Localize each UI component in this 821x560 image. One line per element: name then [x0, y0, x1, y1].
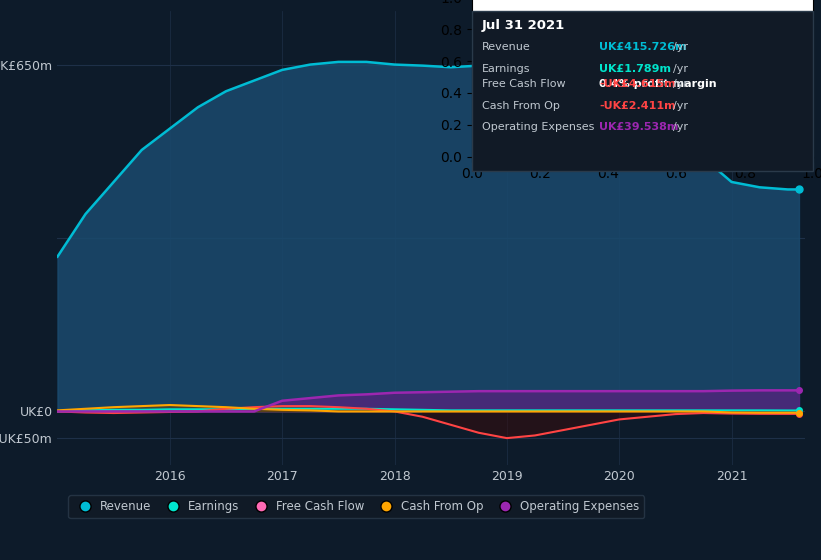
Text: /yr: /yr	[673, 80, 688, 90]
Text: UK£1.789m: UK£1.789m	[599, 64, 672, 74]
Text: UK£39.538m: UK£39.538m	[599, 122, 679, 132]
Text: Revenue: Revenue	[482, 43, 530, 53]
Text: /yr: /yr	[673, 64, 688, 74]
Text: Cash From Op: Cash From Op	[482, 101, 560, 111]
Text: 0.4% profit margin: 0.4% profit margin	[599, 80, 717, 90]
Text: -UK£2.411m: -UK£2.411m	[599, 101, 676, 111]
Text: /yr: /yr	[673, 43, 688, 53]
Text: Jul 31 2021: Jul 31 2021	[482, 19, 565, 32]
Text: /yr: /yr	[673, 122, 688, 132]
Text: -UK£4.615m: -UK£4.615m	[599, 80, 676, 90]
Text: Free Cash Flow: Free Cash Flow	[482, 80, 566, 90]
Text: UK£415.726m: UK£415.726m	[599, 43, 687, 53]
Text: /yr: /yr	[673, 101, 688, 111]
Legend: Revenue, Earnings, Free Cash Flow, Cash From Op, Operating Expenses: Revenue, Earnings, Free Cash Flow, Cash …	[68, 496, 644, 518]
Text: Operating Expenses: Operating Expenses	[482, 122, 594, 132]
Text: Earnings: Earnings	[482, 64, 530, 74]
